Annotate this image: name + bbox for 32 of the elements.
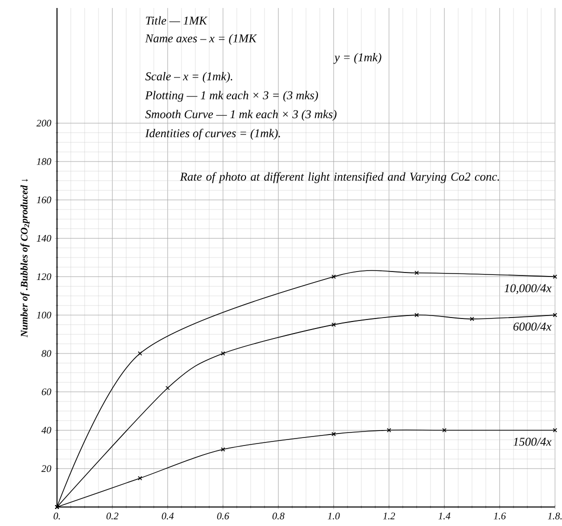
y-tick-label: 160 (36, 196, 52, 204)
x-tick-label: 0.6 (217, 512, 230, 520)
y-tick-label: 100 (36, 312, 52, 318)
text: Rate of photo at different light intensified and Varying Co2 conc. (180, 172, 499, 184)
y-tick-label: 20 (41, 465, 52, 472)
y-tick-label: 40 (41, 426, 52, 434)
y-tick-label: 80 (42, 350, 52, 357)
x-tick-label: 1.2 (383, 512, 396, 520)
x-tick-label: 0.2 (106, 512, 118, 520)
x-tick-label: 1.0 (328, 512, 340, 520)
x-tick-label: 1.4 (438, 512, 450, 520)
x-tick-label: 1.6 (494, 512, 506, 520)
x-tick-label: 0. (54, 512, 60, 520)
annotation: Title — 1MK (146, 16, 208, 25)
series-label: 10,000/4x (504, 284, 552, 294)
x-tick-label: 0.4 (162, 512, 174, 520)
y-tick-label: 180 (36, 158, 52, 165)
series-label: 6000/4x (513, 322, 552, 331)
annotation: Name axes – x = (1MK (145, 34, 258, 45)
annotation: y = (1mk) (333, 52, 382, 64)
series-label: 1500/4x (513, 438, 552, 446)
annotation: Plotting — 1 mk each × 3 = (3 mks) (145, 90, 318, 102)
y-tick-label: 200 (36, 120, 52, 127)
annotation: Scale – x = (1mk). (145, 72, 232, 83)
y-axis-title: Number of .Bubbles of CO$_{2}$produced ↓ (20, 179, 30, 338)
y-tick-label: 120 (36, 273, 52, 280)
annotation: Smooth Curve — 1 mk each × 3 (3 mks) (145, 110, 336, 121)
annotation: Identities of curves = (1mk). (145, 128, 280, 140)
x-tick-label: 0.8 (272, 512, 284, 520)
y-tick-label: 140 (36, 234, 52, 242)
x-tick-label: 1.8. (548, 512, 562, 520)
y-tick-label: 60 (42, 388, 52, 396)
